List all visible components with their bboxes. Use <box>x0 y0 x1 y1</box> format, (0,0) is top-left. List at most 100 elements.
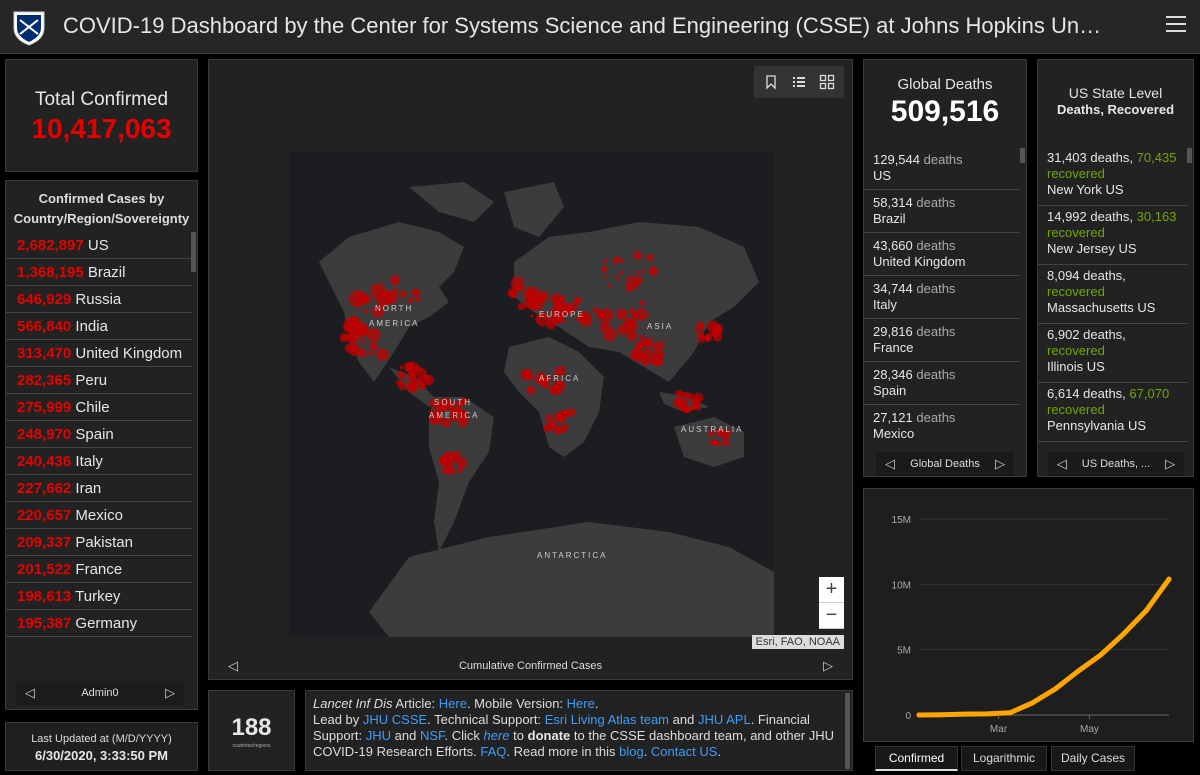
list-item[interactable]: 282,365 Peru <box>6 367 192 394</box>
info-text: to the CSSE dashboard team, and other JH… <box>313 728 835 759</box>
confirmed-count: 227,662 <box>17 480 72 497</box>
list-item[interactable]: 14,992 deaths, 30,163 recovered New Jersey… <box>1038 206 1188 265</box>
global-deaths-scrollbar[interactable] <box>1020 148 1025 163</box>
state-deaths: 14,992 deaths, <box>1047 209 1134 224</box>
tab-daily-cases[interactable]: Daily Cases <box>1051 746 1135 771</box>
prev-arrow-icon[interactable]: ◁ <box>25 685 35 700</box>
death-unit: deaths <box>916 238 956 253</box>
data-point[interactable] <box>1075 668 1081 674</box>
next-arrow-icon[interactable]: ▷ <box>1165 456 1175 471</box>
basemap-gallery-icon[interactable] <box>819 74 835 90</box>
list-item[interactable]: 209,337 Pakistan <box>6 529 192 556</box>
list-item[interactable]: 8,094 deaths, recovered Massachusetts US <box>1038 265 1188 324</box>
list-item[interactable]: 1,368,195 Brazil <box>6 259 192 286</box>
data-point[interactable] <box>984 711 990 717</box>
list-item[interactable]: 29,816 deaths France <box>864 319 1020 362</box>
esri-link[interactable]: Esri Living Atlas team <box>544 712 670 727</box>
info-text-panel: Lancet Inf Dis Article: Here. Mobile Ver… <box>305 690 853 771</box>
global-deaths-list[interactable]: 129,544 deaths US 58,314 deaths Brazil 43,66… <box>864 147 1020 447</box>
list-item[interactable]: 34,744 deaths Italy <box>864 276 1020 319</box>
list-item[interactable]: 31,403 deaths, 70,435 recovered New York U… <box>1038 147 1188 206</box>
list-item[interactable]: 227,662 Iran <box>6 475 192 502</box>
data-point[interactable] <box>916 712 922 718</box>
list-item[interactable]: 646,929 Russia <box>6 286 192 313</box>
state-deaths: 6,614 deaths, <box>1047 386 1126 401</box>
donate-here-link[interactable]: here <box>483 728 510 743</box>
list-item[interactable]: 566,840 India <box>6 313 192 340</box>
prev-arrow-icon[interactable]: ◁ <box>1057 456 1067 471</box>
list-item[interactable]: 275,999 Chile <box>6 394 192 421</box>
article-link[interactable]: Here <box>438 696 467 711</box>
menu-icon[interactable] <box>1166 16 1186 34</box>
bookmark-icon[interactable] <box>763 74 779 90</box>
list-item[interactable]: 313,470 United Kingdom <box>6 340 192 367</box>
state-recovered-count: 70,435 <box>1136 150 1177 165</box>
data-point[interactable] <box>1052 686 1058 692</box>
legend-list-icon[interactable] <box>791 74 807 90</box>
next-arrow-icon[interactable]: ▷ <box>995 456 1005 471</box>
us-state-footer: ◁ US Deaths, ... ▷ <box>1048 452 1184 476</box>
jhu-link[interactable]: JHU <box>365 728 392 743</box>
mobile-version-link[interactable]: Here <box>566 696 595 711</box>
world-map[interactable]: NORTH AMERICA EUROPE ASIA AFRICA SOUTH A… <box>289 152 774 637</box>
country-name: US <box>87 237 109 254</box>
faq-link[interactable]: FAQ <box>480 744 507 759</box>
list-item[interactable]: 248,970 Spain <box>6 421 192 448</box>
list-item[interactable]: 6,902 deaths, recovered Illinois US <box>1038 324 1188 383</box>
confirmed-list-scrollbar[interactable] <box>191 232 196 272</box>
data-point[interactable] <box>1007 710 1013 716</box>
us-state-list[interactable]: 31,403 deaths, 70,435 recovered New York U… <box>1038 147 1188 447</box>
list-item[interactable]: 6,614 deaths, 67,070 recovered Pennsylvani… <box>1038 383 1188 442</box>
info-scrollbar[interactable] <box>845 693 850 769</box>
data-point[interactable] <box>1030 700 1036 706</box>
next-arrow-icon[interactable]: ▷ <box>165 685 175 700</box>
list-item[interactable]: 220,657 Mexico <box>6 502 192 529</box>
list-item[interactable]: 129,544 deaths US <box>864 147 1020 190</box>
tab-logarithmic[interactable]: Logarithmic <box>961 746 1047 771</box>
us-state-scrollbar[interactable] <box>1187 148 1192 163</box>
map-label-asia: ASIA <box>647 322 674 331</box>
confirmed-chart-panel: 0 5M 10M 15M Mar May <box>863 488 1194 742</box>
contact-us-link[interactable]: Contact US <box>650 744 718 759</box>
zoom-in-button[interactable]: + <box>819 577 844 603</box>
data-point[interactable] <box>1143 607 1149 613</box>
data-point[interactable] <box>1098 652 1104 658</box>
prev-arrow-icon[interactable]: ◁ <box>885 456 895 471</box>
map-prev-arrow-icon[interactable]: ◁ <box>228 658 238 673</box>
confirmed-count: 195,387 <box>17 615 72 632</box>
zoom-out-button[interactable]: − <box>819 603 844 629</box>
data-point[interactable] <box>1121 631 1127 637</box>
last-updated-label: Last Updated at (M/D/YYYY) <box>31 733 172 745</box>
jhu-csse-link[interactable]: JHU CSSE <box>362 712 428 727</box>
state-name: Illinois US <box>1047 359 1105 374</box>
confirmed-list-rows[interactable]: 2,682,897 US 1,368,195 Brazil 646,929 Russ… <box>6 232 192 662</box>
jhu-apl-link[interactable]: JHU APL <box>697 712 751 727</box>
info-text: . Technical Support: <box>427 712 545 727</box>
state-deaths: 8,094 deaths, <box>1047 268 1126 283</box>
data-point[interactable] <box>939 712 945 718</box>
list-item[interactable]: 195,387 Germany <box>6 610 192 637</box>
state-recovered-label: recovered <box>1047 402 1105 417</box>
confirmed-count: 209,337 <box>17 534 72 551</box>
tab-confirmed[interactable]: Confirmed <box>875 746 958 771</box>
country-name: Germany <box>75 615 138 632</box>
list-item[interactable]: 198,613 Turkey <box>6 583 192 610</box>
global-deaths-footer: ◁ Global Deaths ▷ <box>876 452 1014 476</box>
list-item[interactable]: 240,436 Italy <box>6 448 192 475</box>
country-name: Mexico <box>75 507 123 524</box>
list-item[interactable]: 28,346 deaths Spain <box>864 362 1020 405</box>
list-item[interactable]: 58,314 deaths Brazil <box>864 190 1020 233</box>
map-next-arrow-icon[interactable]: ▷ <box>823 658 833 673</box>
confirmed-count: 248,970 <box>17 426 72 443</box>
list-item[interactable]: 27,121 deaths Mexico <box>864 405 1020 447</box>
global-deaths-value: 509,516 <box>890 95 1000 128</box>
data-point[interactable] <box>961 711 967 717</box>
blog-link[interactable]: blog <box>619 744 644 759</box>
list-item[interactable]: 2,682,897 US <box>6 232 192 259</box>
nsf-link[interactable]: NSF <box>419 728 445 743</box>
list-item[interactable]: 43,660 deaths United Kingdom <box>864 233 1020 276</box>
info-text: . Click <box>444 728 484 743</box>
data-point[interactable] <box>1166 576 1172 582</box>
country-name: Spain <box>75 426 114 443</box>
list-item[interactable]: 201,522 France <box>6 556 192 583</box>
